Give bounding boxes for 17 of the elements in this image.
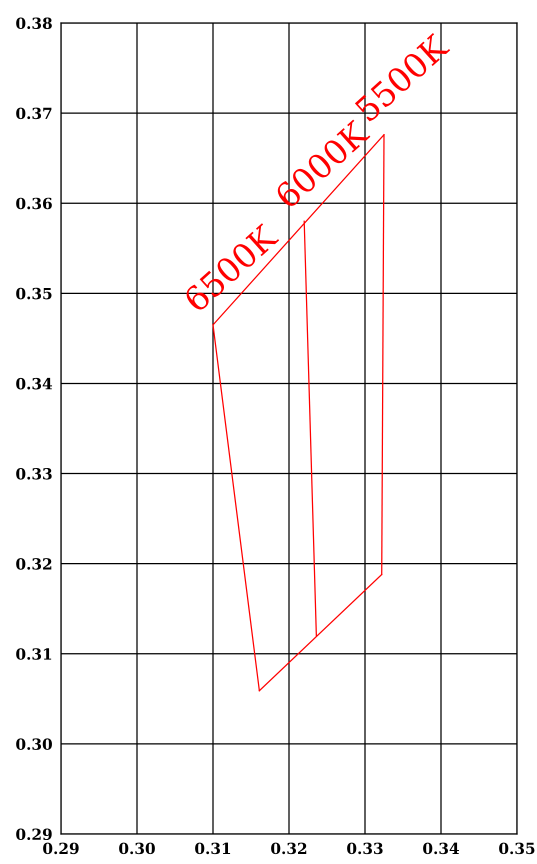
x-tick-label: 0.29	[43, 842, 79, 854]
y-tick-label: 0.29	[16, 828, 52, 840]
y-tick-label: 0.33	[16, 468, 52, 480]
y-tick-label: 0.36	[16, 198, 52, 210]
y-tick-label: 0.30	[16, 738, 52, 750]
x-tick-label: 0.35	[499, 842, 534, 854]
y-tick-label: 0.38	[16, 17, 52, 30]
x-tick-label: 0.34	[423, 842, 459, 854]
y-tick-label: 0.35	[16, 288, 52, 300]
y-tick-label: 0.34	[16, 378, 52, 390]
y-tick-label: 0.32	[16, 558, 52, 570]
y-tick-label: 0.37	[16, 108, 52, 120]
x-tick-label: 0.30	[119, 842, 155, 854]
x-tick-label: 0.33	[347, 842, 383, 854]
y-tick-label: 0.31	[16, 648, 52, 660]
x-tick-label: 0.31	[195, 842, 230, 854]
x-tick-label: 0.32	[271, 842, 306, 854]
